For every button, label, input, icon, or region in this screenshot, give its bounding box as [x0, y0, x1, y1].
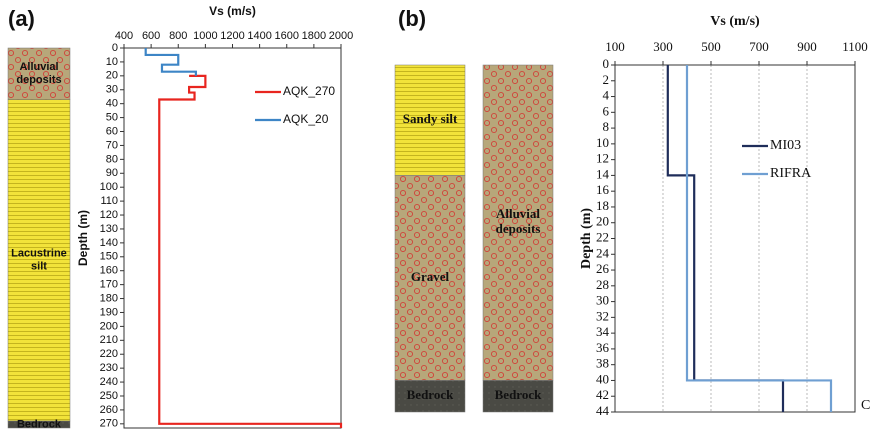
- layer-label: silt: [31, 261, 47, 273]
- x-tick-label: 400: [115, 30, 133, 42]
- plot-frame: [124, 48, 341, 428]
- y-tick-label: 100: [100, 181, 118, 193]
- x-tick-label: 1000: [193, 30, 217, 42]
- y-tick-label: 36: [596, 340, 610, 355]
- y-tick-label: 190: [100, 306, 118, 318]
- layer-label: Bedrock: [495, 387, 542, 402]
- y-tick-label: 130: [100, 223, 118, 235]
- y-tick-label: 20: [106, 70, 118, 82]
- y-tick-label: 38: [596, 356, 609, 371]
- panel-b: (b) Sandy silt Gravel Bedrock Alluvialdeposi…: [395, 6, 870, 418]
- y-axis-title: Depth (m): [76, 210, 90, 266]
- x-tick-label: 800: [169, 30, 187, 42]
- layer-label: deposits: [496, 221, 541, 236]
- y-tick-label: 4: [603, 88, 610, 103]
- y-tick-label: 230: [100, 362, 118, 374]
- y-tick-label: 10: [106, 56, 118, 68]
- y-tick-label: 270: [100, 418, 118, 430]
- y-tick-label: 240: [100, 376, 118, 388]
- y-tick-label: 16: [596, 182, 610, 197]
- y-tick-label: 220: [100, 348, 118, 360]
- y-tick-label: 30: [596, 293, 609, 308]
- x-tick-label: 1600: [275, 30, 299, 42]
- series-line: [668, 65, 783, 412]
- y-tick-label: 260: [100, 404, 118, 416]
- series-line: [159, 76, 341, 428]
- panel-label: (b): [398, 6, 426, 31]
- x-tick-label: 2000: [329, 30, 353, 42]
- layer-label: Alluvial: [19, 61, 58, 73]
- series-line: [146, 48, 196, 76]
- y-tick-label: 200: [100, 320, 118, 332]
- legend-label: AQK_20: [283, 112, 329, 126]
- y-tick-label: 30: [106, 84, 118, 96]
- y-tick-label: 210: [100, 334, 118, 346]
- legend-label: AQK_270: [283, 84, 335, 98]
- layer-label: Alluvial: [496, 206, 540, 221]
- y-tick-label: 80: [106, 153, 118, 165]
- panel-label: (a): [8, 6, 35, 31]
- y-tick-label: 0: [112, 42, 118, 54]
- y-tick-label: 40: [596, 371, 609, 386]
- y-tick-label: 70: [106, 139, 118, 151]
- x-tick-label: 1200: [220, 30, 244, 42]
- y-tick-label: 40: [106, 98, 118, 110]
- y-tick-label: 42: [596, 387, 609, 402]
- legend-label: MI03: [770, 138, 801, 153]
- y-tick-label: 8: [603, 119, 610, 134]
- y-tick-label: 120: [100, 209, 118, 221]
- x-axis-title: Vs (m/s): [209, 4, 256, 18]
- x-tick-label: 1400: [247, 30, 271, 42]
- x-tick-label: 500: [701, 39, 721, 54]
- y-tick-label: 110: [100, 195, 118, 207]
- y-tick-label: 0: [603, 56, 610, 71]
- y-tick-label: 14: [596, 166, 610, 181]
- y-tick-label: 50: [106, 112, 118, 124]
- y-tick-label: 18: [596, 198, 609, 213]
- x-tick-label: 900: [797, 39, 817, 54]
- y-tick-label: 140: [100, 237, 118, 249]
- y-tick-label: 32: [596, 308, 609, 323]
- y-tick-label: 24: [596, 245, 610, 260]
- x-tick-label: 300: [653, 39, 673, 54]
- y-tick-label: 22: [596, 229, 609, 244]
- y-tick-label: 34: [596, 324, 610, 339]
- y-tick-label: 44: [596, 403, 610, 418]
- y-tick-label: 10: [596, 135, 609, 150]
- y-tick-label: 28: [596, 277, 609, 292]
- x-tick-label: 1100: [842, 39, 868, 54]
- y-tick-label: 26: [596, 261, 610, 276]
- y-tick-label: 250: [100, 390, 118, 402]
- annotation: C: [861, 398, 870, 413]
- layer-label: Lacustrine: [11, 248, 67, 260]
- plot-frame: [615, 65, 855, 412]
- x-tick-label: 100: [605, 39, 625, 54]
- layer-label: Bedrock: [17, 418, 62, 430]
- y-axis-title: Depth (m): [579, 208, 594, 269]
- y-tick-label: 2: [603, 72, 610, 87]
- y-tick-label: 20: [596, 214, 609, 229]
- y-tick-label: 170: [100, 279, 118, 291]
- y-tick-label: 60: [106, 125, 118, 137]
- layer-label: Bedrock: [407, 387, 454, 402]
- y-tick-label: 150: [100, 251, 118, 263]
- y-tick-label: 180: [100, 292, 118, 304]
- layer-label: Sandy silt: [403, 111, 458, 126]
- x-axis-title: Vs (m/s): [710, 14, 760, 29]
- y-tick-label: 12: [596, 151, 609, 166]
- y-tick-label: 90: [106, 167, 118, 179]
- figure: (a)AlluvialdepositsLacustrinesiltBedrock…: [0, 0, 874, 432]
- layer-label: Gravel: [411, 269, 450, 284]
- y-tick-label: 6: [603, 103, 610, 118]
- y-tick-label: 160: [100, 265, 118, 277]
- x-tick-label: 600: [142, 30, 160, 42]
- legend-label: RIFRA: [770, 166, 812, 181]
- x-tick-label: 1800: [302, 30, 326, 42]
- layer-label: deposits: [16, 74, 61, 86]
- x-tick-label: 700: [749, 39, 769, 54]
